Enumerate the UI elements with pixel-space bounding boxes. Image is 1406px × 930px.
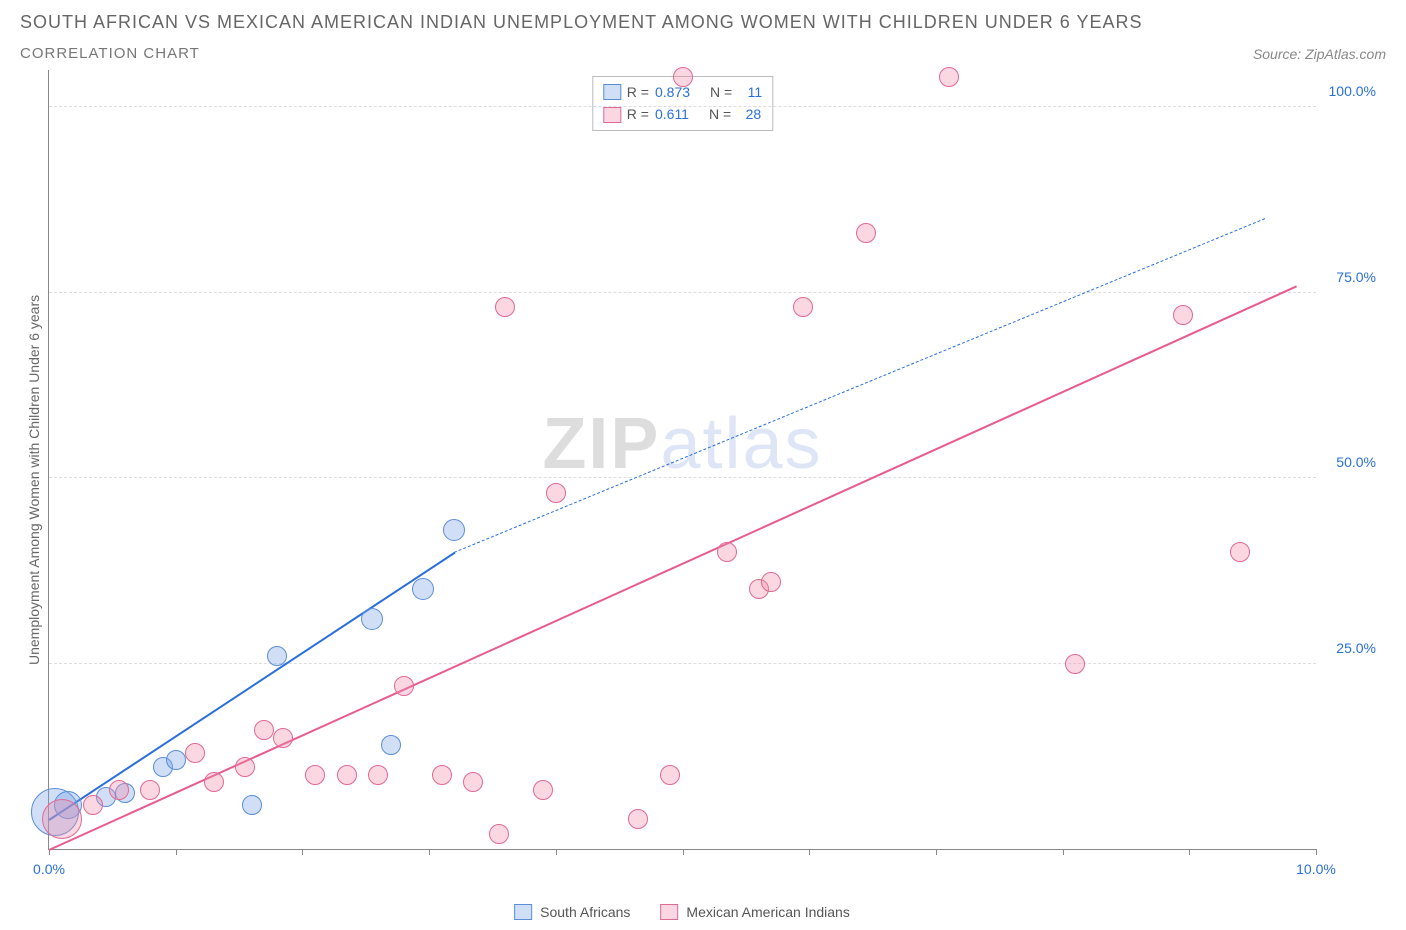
data-point: [717, 542, 737, 562]
data-point: [1230, 542, 1250, 562]
y-tick-label: 50.0%: [1336, 454, 1376, 470]
legend-label: South Africans: [540, 904, 630, 920]
data-point: [140, 780, 160, 800]
chart-area: Unemployment Among Women with Children U…: [20, 70, 1386, 890]
watermark: ZIPatlas: [542, 403, 822, 485]
watermark-zip: ZIP: [542, 404, 660, 484]
data-point: [305, 765, 325, 785]
data-point: [443, 519, 465, 541]
data-point: [166, 750, 186, 770]
n-label: N =: [710, 81, 732, 103]
data-point: [489, 824, 509, 844]
legend-swatch: [514, 904, 532, 920]
y-axis-label: Unemployment Among Women with Children U…: [20, 130, 48, 830]
legend-swatch: [660, 904, 678, 920]
x-tick-label: 10.0%: [1296, 861, 1336, 877]
data-point: [761, 572, 781, 592]
data-point: [394, 676, 414, 696]
data-point: [793, 297, 813, 317]
data-point: [381, 735, 401, 755]
x-tick-label: 0.0%: [33, 861, 65, 877]
x-tick: [683, 849, 684, 855]
data-point: [361, 608, 383, 630]
data-point: [432, 765, 452, 785]
data-point: [495, 297, 515, 317]
r-label: R =: [627, 81, 649, 103]
data-point: [109, 780, 129, 800]
gridline: [49, 663, 1316, 664]
data-point: [1173, 305, 1193, 325]
data-point: [939, 67, 959, 87]
data-point: [242, 795, 262, 815]
y-tick-label: 25.0%: [1336, 640, 1376, 656]
data-point: [254, 720, 274, 740]
chart-subtitle: CORRELATION CHART: [20, 45, 200, 62]
subtitle-row: CORRELATION CHART Source: ZipAtlas.com: [20, 45, 1386, 62]
legend-label: Mexican American Indians: [686, 904, 849, 920]
source-label: Source: ZipAtlas.com: [1253, 46, 1386, 62]
data-point: [546, 483, 566, 503]
data-point: [83, 795, 103, 815]
legend-swatch: [603, 84, 621, 100]
data-point: [273, 728, 293, 748]
data-point: [337, 765, 357, 785]
data-point: [533, 780, 553, 800]
data-point: [856, 223, 876, 243]
x-tick: [176, 849, 177, 855]
x-tick: [1063, 849, 1064, 855]
data-point: [660, 765, 680, 785]
legend-item: Mexican American Indians: [660, 904, 849, 920]
data-point: [235, 757, 255, 777]
x-tick: [1189, 849, 1190, 855]
y-tick-label: 75.0%: [1336, 269, 1376, 285]
gridline: [49, 292, 1316, 293]
data-point: [673, 67, 693, 87]
x-tick: [429, 849, 430, 855]
chart-container: SOUTH AFRICAN VS MEXICAN AMERICAN INDIAN…: [0, 0, 1406, 930]
trend-line: [454, 218, 1265, 553]
x-tick: [1316, 849, 1317, 855]
gridline: [49, 106, 1316, 107]
data-point: [267, 646, 287, 666]
scatter-plot: ZIPatlas R =0.873N =11R =0.611N =28 25.0…: [48, 70, 1316, 850]
y-tick-label: 100.0%: [1329, 83, 1376, 99]
source-prefix: Source:: [1253, 46, 1305, 62]
x-tick: [809, 849, 810, 855]
legend-item: South Africans: [514, 904, 630, 920]
series-legend: South Africans Mexican American Indians: [514, 904, 850, 920]
chart-title: SOUTH AFRICAN VS MEXICAN AMERICAN INDIAN…: [20, 12, 1386, 33]
data-point: [204, 772, 224, 792]
plot-column: ZIPatlas R =0.873N =11R =0.611N =28 25.0…: [48, 70, 1316, 890]
data-point: [42, 799, 82, 839]
data-point: [368, 765, 388, 785]
data-point: [412, 578, 434, 600]
right-padding: [1316, 70, 1386, 890]
x-tick: [302, 849, 303, 855]
watermark-atlas: atlas: [660, 404, 822, 484]
x-tick: [556, 849, 557, 855]
data-point: [185, 743, 205, 763]
legend-swatch: [603, 107, 621, 123]
source-name: ZipAtlas.com: [1305, 46, 1386, 62]
data-point: [1065, 654, 1085, 674]
data-point: [628, 809, 648, 829]
x-tick: [936, 849, 937, 855]
gridline: [49, 477, 1316, 478]
n-value: 11: [738, 81, 762, 103]
data-point: [463, 772, 483, 792]
